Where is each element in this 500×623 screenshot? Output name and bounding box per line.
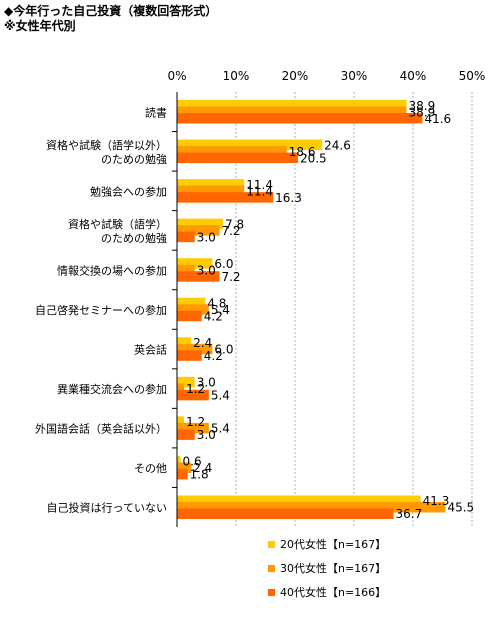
data-label: 6.0 [214,257,233,271]
data-label: 20.5 [300,151,327,165]
category-label: 英会話 [134,343,167,357]
bar [177,179,245,190]
bar [177,455,181,467]
data-label: 18.6 [289,145,316,159]
data-label: 1.2 [186,382,205,396]
bar [177,304,209,315]
data-label: 36.7 [396,507,423,521]
x-tick-label: 30% [341,69,368,83]
legend-swatch [268,565,275,572]
bar [177,343,213,355]
x-tick-label: 40% [400,69,427,83]
data-label: 3.0 [197,376,216,390]
bar [177,225,220,236]
bar [177,429,195,440]
bar [177,297,206,309]
bar [177,416,185,427]
category-label: 資格や試験（語学）のための勉強 [68,217,167,245]
bar [177,468,188,480]
data-label: 1.2 [186,415,205,429]
data-label: 45.5 [447,501,474,515]
bar [177,231,195,243]
x-axis-ticks: 0% 10% 20% 30% 40% 50% [167,69,485,83]
bar [177,152,298,164]
category-label: 自己啓発セミナーへの参加 [35,303,167,317]
data-label: 6.0 [214,343,233,357]
bar [177,495,421,506]
data-label: 7.8 [225,217,244,231]
data-label: 3.0 [197,263,216,277]
bar [177,422,209,434]
bar [177,146,287,157]
bar [177,100,407,111]
data-label: 3.0 [197,230,216,244]
bar [177,376,195,388]
bar [177,337,192,348]
x-tick-label: 0% [167,69,186,83]
bar [177,258,213,269]
bar [177,508,394,519]
data-label: 2.4 [193,336,212,350]
bar [177,389,209,401]
x-tick-label: 20% [282,69,309,83]
legend-label: 20代女性【n=167】 [280,537,386,551]
axis-frame [172,92,178,527]
category-label: 異業種交流会への参加 [57,382,167,396]
bar [177,310,202,322]
data-label: 4.2 [204,349,223,363]
bar [177,139,323,151]
data-label: 24.6 [324,138,351,152]
bar [177,501,446,513]
category-label: 自己投資は行っていない [47,501,167,515]
data-label: 7.2 [221,224,240,238]
category-label: 勉強会への参加 [90,184,167,198]
data-label: 1.8 [190,468,209,482]
category-label: 情報交換の場への参加 [57,263,167,277]
chart-title: ◆今年行った自己投資（複数回答形式） [4,4,218,18]
data-label: 7.2 [221,270,240,284]
chart-subtitle: ※女性年代別 [4,19,76,33]
category-label: 外国語会話（英会話以外） [35,422,167,436]
legend-swatch [268,589,275,596]
data-label: 5.4 [211,389,230,403]
data-label: 5.4 [211,303,230,317]
bar [177,185,245,197]
data-labels: 38.938.941.624.618.620.511.411.4 16.37.87… [183,99,475,521]
grid-lines [235,92,473,527]
data-label: 4.2 [204,310,223,324]
bar [177,106,407,118]
legend-label: 40代女性【n=166】 [280,585,386,599]
bar [177,192,274,203]
legend: 20代女性【n=167】 30代女性【n=167】 40代女性【n=166】 [268,537,386,599]
data-label: 4.8 [207,297,226,311]
data-label: 38.9 [409,105,436,119]
data-label: 38.9 [409,99,436,113]
legend-label: 30代女性【n=167】 [280,561,386,575]
category-labels: 読書資格や試験（語学以外）のための勉強勉強会への参加資格や試験（語学）のための勉… [35,105,167,514]
bar [177,218,224,230]
bar [177,462,192,473]
category-label: 読書 [145,105,167,119]
x-tick-label: 50% [459,69,486,83]
legend-swatch [268,541,275,548]
bar [177,350,202,361]
bar [177,264,195,276]
category-label: 資格や試験（語学以外）のための勉強 [46,138,167,166]
data-label: 41.6 [424,112,451,126]
data-label: 2.4 [193,461,212,475]
bar [177,383,185,394]
data-label: 41.3 [423,494,450,508]
category-label: その他 [134,462,167,475]
data-label: 16.3 [275,191,302,205]
bar [177,113,423,124]
data-label: 3.0 [197,428,216,442]
data-label: 11.4 [246,178,273,192]
bars [177,100,446,519]
data-label: 0.6 [183,455,202,469]
data-label: 11.4 [246,184,273,198]
bar [177,271,220,282]
x-tick-label: 10% [223,69,250,83]
data-label: 5.4 [211,422,230,436]
